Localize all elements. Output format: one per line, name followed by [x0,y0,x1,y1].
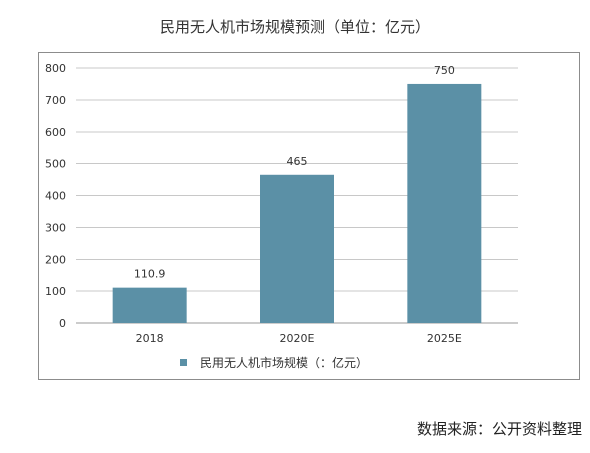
x-tick-label-2025E: 2025E [427,332,462,345]
x-axis-ticks: 2018 2020E 2025E [136,332,462,345]
chart-frame [38,52,580,380]
legend: 民用无人机市场规模（：亿元） [180,355,368,370]
chart-title: 民用无人机市场规模预测（单位：亿元） [159,18,430,36]
y-tick-label: 500 [45,158,66,171]
data-label-2018: 110.9 [134,268,166,281]
y-tick-label: 300 [45,221,66,234]
data-label-2025E: 750 [434,64,455,77]
legend-swatch [180,359,187,366]
source-note: 数据来源：公开资料整理 [416,420,582,438]
bar-2018 [112,287,187,323]
x-tick-label-2018: 2018 [136,332,164,345]
y-tick-label: 0 [59,317,66,330]
y-tick-label: 200 [45,253,66,266]
y-tick-label: 400 [45,190,66,203]
data-label-2020E: 465 [287,155,308,168]
y-tick-label: 600 [45,126,66,139]
bars [112,83,482,323]
data-labels: 110.9 465 750 [134,64,455,281]
y-tick-label: 700 [45,94,66,107]
legend-label: 民用无人机市场规模（：亿元） [200,355,368,370]
bar-2025E [407,83,482,323]
y-axis-ticks: 0 100 200 300 400 500 600 700 800 [45,62,66,330]
x-tick-label-2020E: 2020E [280,332,315,345]
y-tick-label: 100 [45,285,66,298]
bar-2020E [260,174,334,323]
y-tick-label: 800 [45,62,66,75]
